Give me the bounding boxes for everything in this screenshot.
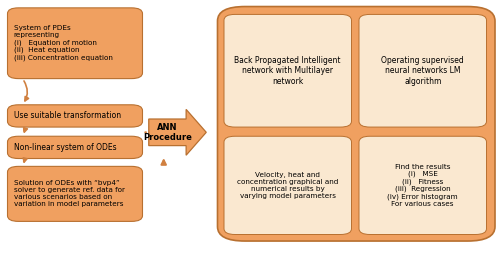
FancyBboxPatch shape — [8, 166, 142, 221]
FancyBboxPatch shape — [359, 14, 486, 127]
Text: Use suitable transformation: Use suitable transformation — [14, 111, 120, 121]
FancyBboxPatch shape — [8, 105, 142, 127]
Text: Non-linear system of ODEs: Non-linear system of ODEs — [14, 143, 116, 152]
Text: Velocity, heat and
concentration graphical and
numerical results by
varying mode: Velocity, heat and concentration graphic… — [237, 172, 338, 199]
FancyBboxPatch shape — [8, 8, 142, 79]
FancyBboxPatch shape — [8, 136, 142, 159]
Text: Operating supervised
neural networks LM
algorithm: Operating supervised neural networks LM … — [382, 56, 464, 86]
Text: ANN
Procedure: ANN Procedure — [143, 123, 192, 142]
Text: Find the results
(i)   MSE
(ii)   Fitness
(iii)  Regression
(iv) Error histogram: Find the results (i) MSE (ii) Fitness (i… — [388, 164, 458, 207]
FancyBboxPatch shape — [359, 136, 486, 234]
Text: System of PDEs
representing
(i)   Equation of motion
(ii)  Heat equation
(iii) C: System of PDEs representing (i) Equation… — [14, 25, 112, 61]
Polygon shape — [149, 110, 206, 155]
Text: Back Propagated Intelligent
network with Multilayer
network: Back Propagated Intelligent network with… — [234, 56, 341, 86]
Text: Solution of ODEs with “bvp4”
solver to generate ref. data for
various scenarios : Solution of ODEs with “bvp4” solver to g… — [14, 180, 124, 208]
FancyBboxPatch shape — [224, 136, 352, 234]
FancyBboxPatch shape — [218, 7, 495, 241]
FancyBboxPatch shape — [224, 14, 352, 127]
